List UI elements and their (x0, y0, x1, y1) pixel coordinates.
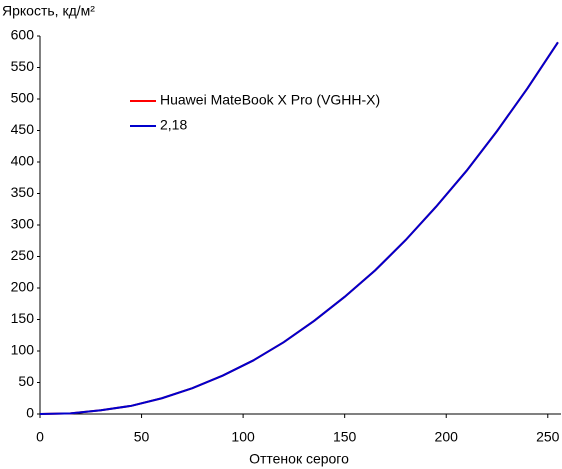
legend-label: 2,18 (160, 117, 187, 133)
y-tick-label: 350 (11, 184, 35, 200)
x-tick-label: 200 (435, 429, 459, 445)
y-tick-label: 250 (11, 247, 35, 263)
x-tick-label: 100 (231, 429, 255, 445)
y-tick-label: 550 (11, 58, 35, 74)
series-line (39, 41, 559, 415)
x-tick-label: 150 (333, 429, 357, 445)
y-axis-label: Яркость, кд/м² (2, 3, 95, 19)
x-tick-label: 250 (536, 429, 560, 445)
y-tick-label: 100 (11, 342, 35, 358)
y-tick-label: 600 (11, 27, 35, 43)
y-tick-label: 150 (11, 310, 35, 326)
y-tick-label: 300 (11, 216, 35, 232)
x-tick-label: 0 (36, 429, 44, 445)
x-axis-label: Оттенок серого (249, 451, 349, 467)
y-tick-label: 450 (11, 121, 35, 137)
y-tick-label: 500 (11, 90, 35, 106)
y-tick-label: 50 (18, 373, 34, 389)
legend-label: Huawei MateBook X Pro (VGHH-X) (160, 92, 380, 108)
y-tick-label: 400 (11, 153, 35, 169)
y-tick-label: 200 (11, 279, 35, 295)
x-tick-label: 50 (134, 429, 150, 445)
y-tick-label: 0 (26, 405, 34, 421)
